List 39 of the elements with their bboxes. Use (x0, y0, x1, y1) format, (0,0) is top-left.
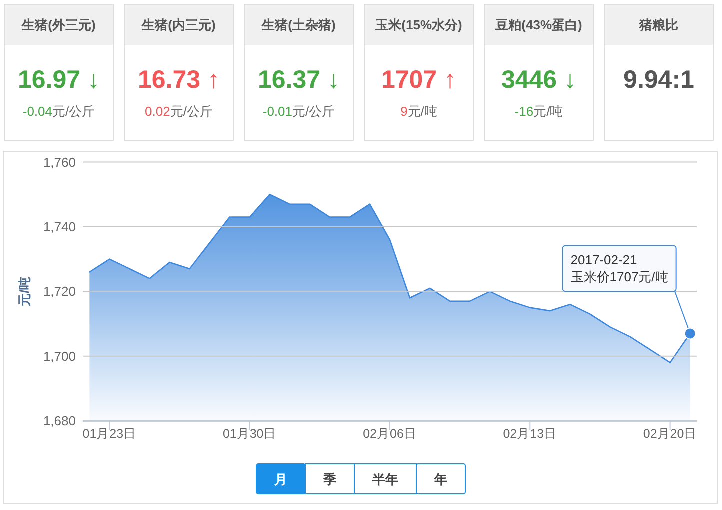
text: 元/吨 (408, 104, 438, 119)
text: -0.01 (262, 104, 293, 119)
button: 月 (256, 464, 306, 494)
tooltip: 2017-02-21 玉米价1707元/吨 (562, 245, 677, 292)
button: 半年 (354, 464, 417, 494)
x-tick-label: 02月13日 (503, 427, 558, 441)
x-tick-label: 01月23日 (82, 427, 137, 441)
text: 元/公斤 (292, 104, 336, 119)
button: 年 (416, 464, 466, 494)
text: 1707 ↑ (381, 66, 457, 94)
button: 季 (305, 464, 355, 494)
text: 玉米(15%水分) (374, 18, 462, 32)
text: 猪粮比 (638, 18, 678, 32)
text: 16.97 ↓ (18, 66, 100, 94)
text: 生猪(内三元) (141, 18, 216, 32)
text: -16 (514, 104, 534, 119)
text: 生猪(外三元) (21, 18, 96, 32)
y-tick-label: 1,700 (43, 348, 76, 364)
x-tick-label: 02月06日 (363, 427, 417, 441)
x-tick-label: 01月30日 (222, 427, 277, 441)
text: 生猪(土杂猪) (261, 18, 336, 32)
text: -0.04 (22, 104, 53, 119)
y-tick-label: 1,740 (43, 219, 76, 234)
text: 元/吨 (534, 104, 564, 119)
y-tick-label: 1,760 (43, 154, 76, 170)
y-axis-title: 元/吨 (17, 276, 32, 308)
text: 元/公斤 (52, 104, 96, 119)
x-tick-label: 02月20日 (643, 427, 698, 441)
text: 16.73 ↑ (138, 66, 220, 94)
text: 0.02 (145, 104, 170, 119)
y-tick-label: 1,680 (43, 414, 76, 428)
text: 16.37 ↓ (258, 66, 340, 94)
text: 豆粕(43%蛋白) (494, 18, 582, 32)
text: 9 (400, 104, 408, 119)
text: 3446 ↓ (501, 66, 577, 94)
text: 元/公斤 (170, 104, 213, 119)
text: 9.94:1 (624, 66, 695, 94)
annotation: 2017-02-21 玉米价1707元/吨 (570, 252, 668, 285)
y-tick-label: 1,720 (43, 284, 76, 300)
